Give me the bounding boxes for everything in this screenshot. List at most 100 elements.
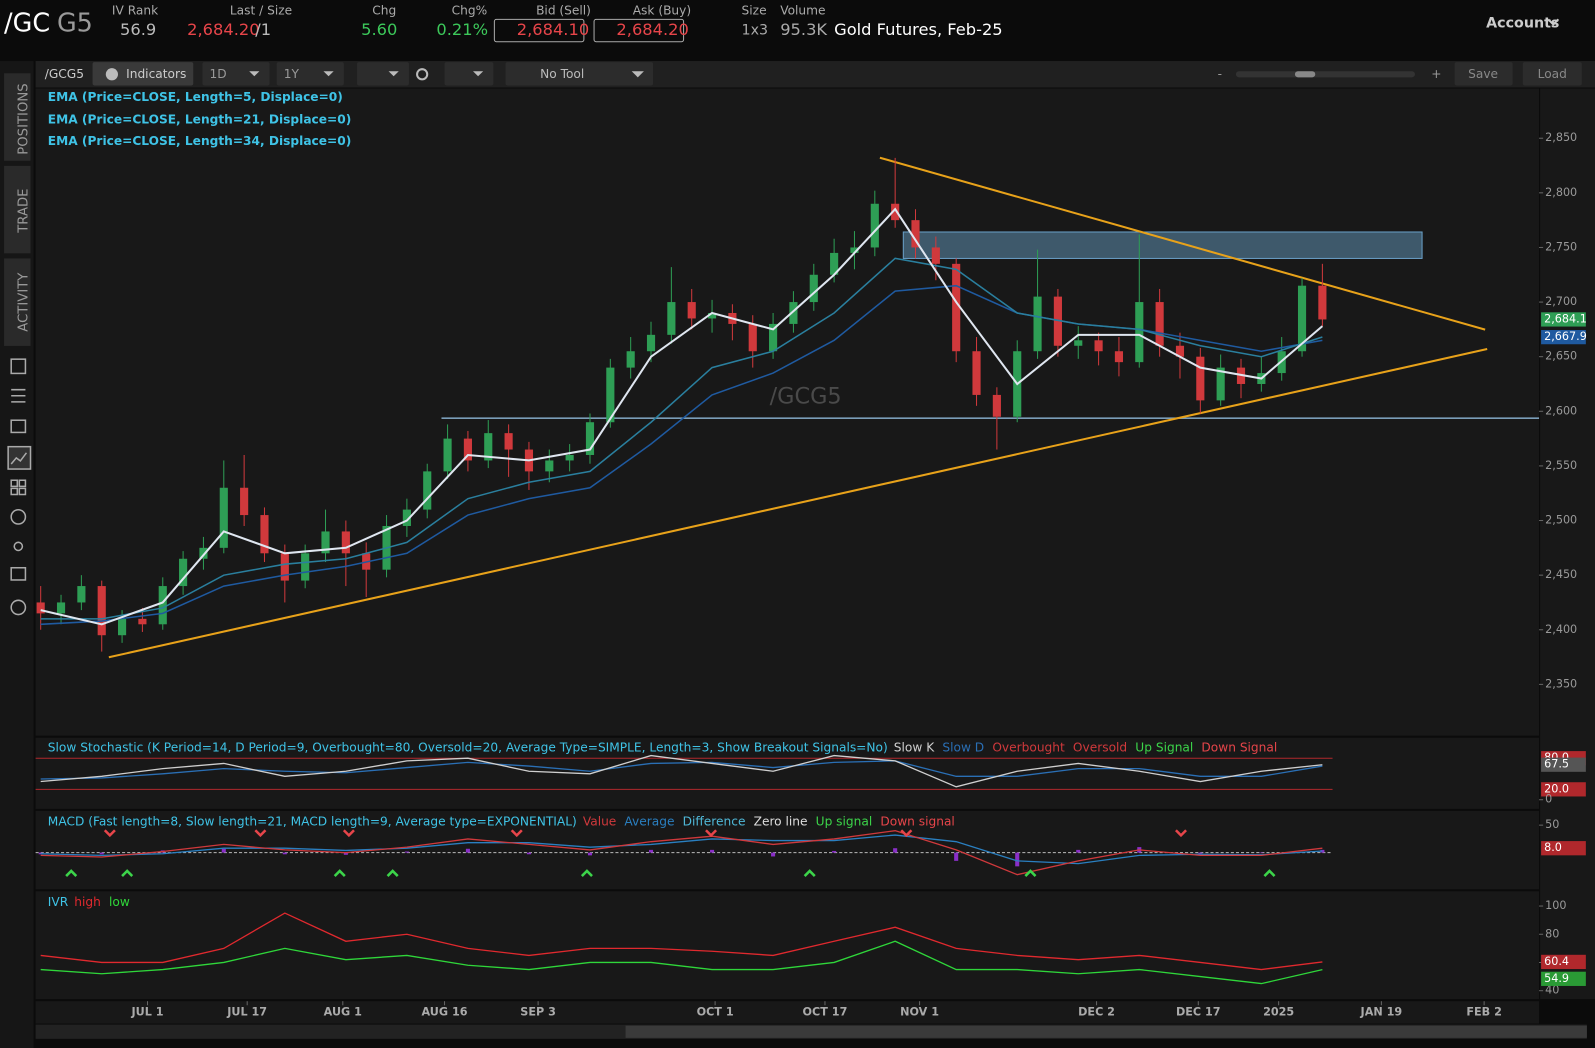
- price-panel: [35, 88, 1540, 736]
- candle-body: [646, 334, 656, 352]
- candle-body: [484, 433, 493, 461]
- value-marker-label: 60.4: [1544, 955, 1569, 968]
- x-tick-label: AUG 1: [324, 1005, 362, 1018]
- histogram-bar: [1259, 852, 1264, 854]
- study-label: EMA (Price=CLOSE, Length=21, Displace=0): [48, 113, 352, 127]
- dropdown[interactable]: [444, 62, 494, 86]
- accounts[interactable]: Accounts: [1486, 15, 1559, 31]
- save-button[interactable]: Save: [1468, 67, 1498, 81]
- candle-body: [626, 351, 635, 368]
- histogram-bar: [404, 851, 409, 853]
- candle-body: [687, 302, 696, 319]
- toolbar-symbol[interactable]: /GCG5: [45, 67, 84, 81]
- label: IV Rank: [112, 4, 159, 18]
- ask-box[interactable]: [593, 18, 685, 43]
- sidebar-icons[interactable]: [7, 358, 32, 616]
- candle-body: [992, 394, 1001, 417]
- candle-body: [1155, 302, 1164, 346]
- settings-icon[interactable]: [416, 68, 429, 81]
- dropdown[interactable]: [357, 62, 409, 86]
- value-marker: [1541, 782, 1586, 797]
- legend-entry: Down Signal: [1201, 740, 1277, 754]
- candle-body: [260, 515, 269, 554]
- candle-body: [1033, 296, 1042, 352]
- candle-body: [1053, 296, 1062, 346]
- histogram-bar: [954, 852, 959, 861]
- candle-body: [1297, 285, 1307, 352]
- label: Last / Size: [230, 4, 292, 18]
- range[interactable]: 1Y: [284, 67, 300, 81]
- y-tick-label: 50: [1545, 818, 1559, 831]
- value-marker: [1541, 954, 1586, 970]
- zoom-thumb[interactable]: [1294, 71, 1316, 78]
- up-signal: [580, 869, 593, 877]
- tool[interactable]: No Tool: [540, 67, 584, 81]
- scroll-thumb[interactable]: [625, 1025, 1587, 1038]
- dropdown[interactable]: [505, 62, 654, 86]
- tab-label[interactable]: TRADE: [16, 188, 31, 233]
- candle-body: [667, 302, 676, 335]
- legend-entry: Zero line: [754, 815, 808, 829]
- bid[interactable]: 2,684.10: [517, 20, 589, 39]
- tab[interactable]: [4, 258, 31, 346]
- zoom-out[interactable]: -: [1218, 67, 1222, 81]
- value-marker-label: 20.0: [1544, 782, 1569, 795]
- x-tick-label: FEB 2: [1466, 1005, 1501, 1018]
- y-tick-label: 2,850: [1545, 131, 1577, 144]
- value-marker: [1541, 841, 1586, 856]
- candle-body: [199, 547, 208, 559]
- legend-entry: Average: [624, 815, 674, 829]
- bid-box[interactable]: [493, 18, 585, 43]
- histogram-bar: [221, 848, 226, 853]
- tab-label[interactable]: ACTIVITY: [16, 272, 31, 332]
- up-signal: [333, 869, 346, 877]
- legend-entry: Down signal: [880, 815, 954, 829]
- up-signal: [65, 869, 78, 877]
- tab[interactable]: [4, 165, 31, 254]
- candle-body: [769, 323, 778, 352]
- tab-label[interactable]: POSITIONS: [16, 83, 31, 154]
- candle-body: [1094, 340, 1103, 352]
- legend-entry: Oversold: [1073, 740, 1127, 754]
- candle-body: [240, 487, 249, 516]
- candle-body: [179, 558, 188, 587]
- indicators-button[interactable]: Indicators: [126, 67, 186, 81]
- value-marker-label: 8.0: [1544, 841, 1562, 854]
- legend-entry: Up Signal: [1135, 740, 1193, 754]
- down-signal: [1175, 829, 1187, 838]
- trendline: [108, 348, 1488, 659]
- ivr-panel: [35, 891, 1540, 1000]
- value-marker: [1541, 971, 1586, 986]
- ema-line: [40, 257, 1323, 620]
- button[interactable]: [1454, 62, 1513, 86]
- candle-body: [565, 454, 574, 461]
- dropdown-arrows: [249, 71, 644, 78]
- candle-body: [56, 602, 66, 614]
- down-signal: [510, 829, 523, 838]
- study-title: MACD (Fast length=8, Slow length=21, MAC…: [48, 815, 577, 829]
- x-tick-label: OCT 17: [803, 1005, 848, 1018]
- button[interactable]: [92, 62, 194, 86]
- histogram-bar: [771, 852, 776, 857]
- x-tick-label: DEC 17: [1176, 1005, 1221, 1018]
- y-tick-label: 40: [1545, 984, 1559, 997]
- zoom-in[interactable]: +: [1431, 67, 1441, 81]
- ask[interactable]: 2,684.20: [616, 20, 688, 39]
- y-tick-label: 2,450: [1545, 568, 1577, 581]
- x-tick-label: JUL 1: [130, 1005, 163, 1018]
- zoom-slider[interactable]: [1235, 71, 1415, 78]
- value-marker: [1541, 312, 1586, 327]
- dropdown[interactable]: [276, 62, 344, 86]
- legend-entry: high: [74, 895, 101, 909]
- button[interactable]: [1522, 62, 1582, 86]
- histogram-bar: [648, 849, 654, 853]
- x-tick-label: SEP 3: [520, 1005, 556, 1018]
- study-label: EMA (Price=CLOSE, Length=34, Displace=0): [48, 134, 352, 148]
- y-tick-label: 100: [1545, 899, 1566, 912]
- dropdown[interactable]: [202, 62, 270, 86]
- candle-body: [77, 586, 86, 603]
- tab[interactable]: [4, 73, 31, 161]
- y-tick-label: 80: [1545, 927, 1559, 940]
- aggregation[interactable]: 1D: [210, 67, 227, 81]
- load-button[interactable]: Load: [1538, 67, 1567, 81]
